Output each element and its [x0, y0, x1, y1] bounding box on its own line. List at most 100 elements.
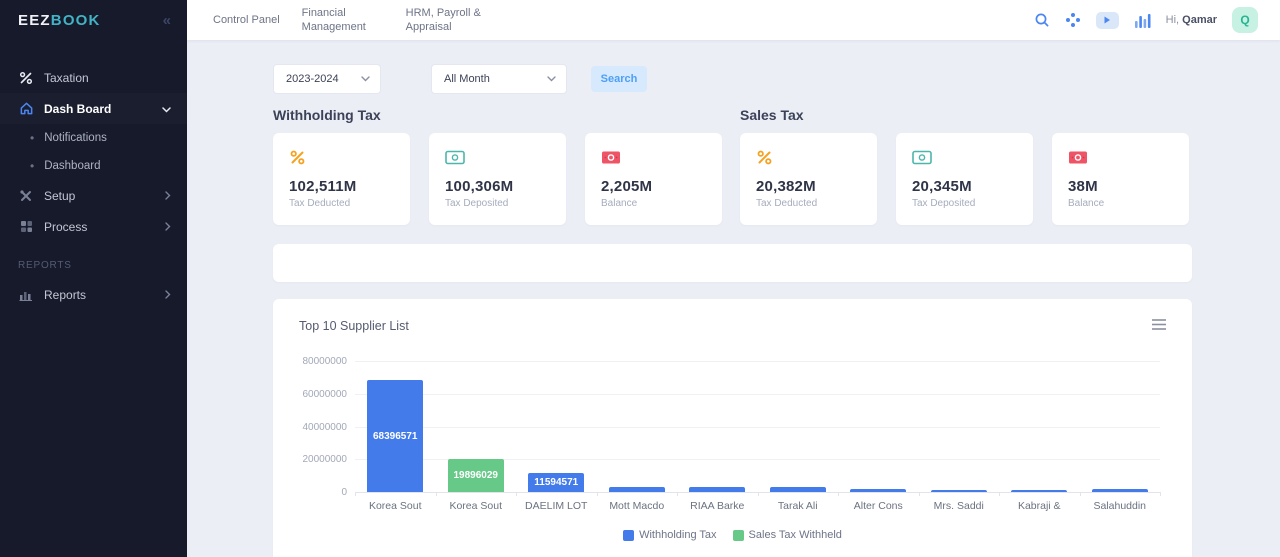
chevron-down-icon — [547, 76, 556, 82]
logo-secondary: BOOK — [51, 12, 101, 29]
search-button[interactable]: Search — [591, 66, 647, 92]
sidebar: EEZBOOK « Taxation Dash Board • Notifica… — [0, 0, 187, 557]
stat-card-tax-deducted: 102,511M Tax Deducted — [273, 133, 410, 225]
x-axis-category-label: Mott Macdo — [597, 500, 678, 512]
bar[interactable] — [770, 487, 826, 492]
video-play-icon[interactable] — [1096, 12, 1119, 29]
stat-card-tax-deducted: 20,382M Tax Deducted — [740, 133, 877, 225]
x-axis-tick — [838, 492, 839, 496]
bar[interactable]: 11594571 — [528, 473, 584, 492]
sidebar-section-reports: REPORTS — [18, 260, 187, 271]
stat-card-tax-deposited: 100,306M Tax Deposited — [429, 133, 566, 225]
legend-label: Sales Tax Withheld — [749, 529, 842, 541]
sidebar-menu: Taxation Dash Board • Notifications • Da… — [0, 40, 187, 310]
x-axis-category-label: Tarak Ali — [758, 500, 839, 512]
stat-label: Tax Deducted — [756, 198, 863, 209]
bullet-icon: • — [30, 131, 34, 145]
chart-legend: Withholding Tax Sales Tax Withheld — [273, 529, 1192, 541]
search-icon[interactable] — [1034, 12, 1050, 28]
section-title: Sales Tax — [740, 107, 1189, 123]
tools-icon — [18, 188, 34, 204]
chart-title: Top 10 Supplier List — [299, 319, 409, 333]
x-axis-tick — [355, 492, 356, 496]
bar[interactable] — [850, 489, 906, 492]
sidebar-item-setup[interactable]: Setup — [0, 180, 187, 211]
y-axis-tick-label: 0 — [275, 487, 347, 498]
x-axis-category-label: Korea Sout — [436, 500, 517, 512]
avatar[interactable]: Q — [1232, 7, 1258, 33]
section-title: Withholding Tax — [273, 107, 722, 123]
percent-icon — [289, 147, 396, 167]
logo-row: EEZBOOK « — [0, 0, 187, 40]
banknote-filled-icon — [1068, 147, 1175, 167]
banknote-outline-icon — [912, 147, 1019, 167]
bar[interactable] — [931, 490, 987, 492]
legend-swatch-icon — [733, 530, 744, 541]
legend-swatch-icon — [623, 530, 634, 541]
gridline — [355, 361, 1160, 362]
bar-data-label: 68396571 — [373, 431, 418, 442]
tab-financial-management[interactable]: Financial Management — [302, 6, 384, 35]
y-axis-tick-label: 60000000 — [275, 389, 347, 400]
sidebar-item-label: Setup — [44, 189, 165, 203]
stats-bars-icon[interactable] — [1134, 13, 1151, 28]
stat-value: 2,205M — [601, 178, 708, 195]
sidebar-item-label: Taxation — [44, 71, 171, 85]
gridline — [355, 394, 1160, 395]
chevron-right-icon — [165, 220, 171, 234]
top-header: Control Panel Financial Management HRM, … — [187, 0, 1280, 40]
percent-icon — [18, 70, 34, 86]
sidebar-subitem-notifications[interactable]: • Notifications — [0, 124, 187, 152]
bar-chart-icon — [18, 287, 34, 303]
sidebar-subitem-label: Dashboard — [44, 160, 100, 172]
tab-control-panel[interactable]: Control Panel — [213, 13, 280, 27]
app-logo: EEZBOOK — [18, 12, 101, 29]
tab-hrm-payroll[interactable]: HRM, Payroll & Appraisal — [406, 6, 488, 35]
home-icon — [18, 101, 34, 117]
empty-panel — [273, 244, 1192, 282]
month-select[interactable]: All Month — [431, 64, 567, 94]
sidebar-subitem-dashboard[interactable]: • Dashboard — [0, 152, 187, 180]
apps-icon[interactable] — [1065, 12, 1081, 28]
bar[interactable]: 19896029 — [448, 459, 504, 492]
x-axis-tick — [1080, 492, 1081, 496]
x-axis-tick — [597, 492, 598, 496]
x-axis-category-label: DAELIM LOT — [516, 500, 597, 512]
bar-chart-plot: 020000000400000006000000080000000Korea S… — [355, 361, 1160, 492]
banknote-filled-icon — [601, 147, 708, 167]
logo-primary: EEZ — [18, 12, 51, 29]
chevron-down-icon — [162, 102, 171, 116]
top-supplier-chart-card: Top 10 Supplier List 0200000004000000060… — [273, 299, 1192, 557]
sidebar-item-taxation[interactable]: Taxation — [0, 62, 187, 93]
bar[interactable] — [1011, 490, 1067, 492]
x-axis-category-label: Salahuddin — [1080, 500, 1161, 512]
sidebar-item-process[interactable]: Process — [0, 211, 187, 242]
fiscal-year-value: 2023-2024 — [286, 73, 339, 85]
collapse-sidebar-icon[interactable]: « — [163, 12, 171, 29]
user-name: Qamar — [1182, 14, 1217, 26]
grid-squares-icon — [18, 219, 34, 235]
chart-menu-icon[interactable] — [1152, 317, 1166, 335]
fiscal-year-select[interactable]: 2023-2024 — [273, 64, 381, 94]
withholding-tax-section: Withholding Tax 102,511M Tax Deducted 10 — [273, 107, 722, 225]
stat-label: Tax Deposited — [912, 198, 1019, 209]
x-axis-category-label: Korea Sout — [355, 500, 436, 512]
banknote-outline-icon — [445, 147, 552, 167]
bar[interactable]: 68396571 — [367, 380, 423, 492]
bar[interactable] — [609, 487, 665, 492]
x-axis-tick — [436, 492, 437, 496]
stat-value: 20,345M — [912, 178, 1019, 195]
x-axis-tick — [516, 492, 517, 496]
bar[interactable] — [689, 487, 745, 492]
stat-card-balance: 2,205M Balance — [585, 133, 722, 225]
y-axis-tick-label: 80000000 — [275, 356, 347, 367]
module-tabs: Control Panel Financial Management HRM, … — [213, 6, 488, 35]
stat-value: 100,306M — [445, 178, 552, 195]
chevron-right-icon — [165, 288, 171, 302]
sidebar-item-dashboard[interactable]: Dash Board — [0, 93, 187, 124]
bar[interactable] — [1092, 489, 1148, 492]
sidebar-item-reports[interactable]: Reports — [0, 279, 187, 310]
gridline — [355, 427, 1160, 428]
legend-item[interactable]: Sales Tax Withheld — [733, 529, 842, 541]
legend-item[interactable]: Withholding Tax — [623, 529, 716, 541]
